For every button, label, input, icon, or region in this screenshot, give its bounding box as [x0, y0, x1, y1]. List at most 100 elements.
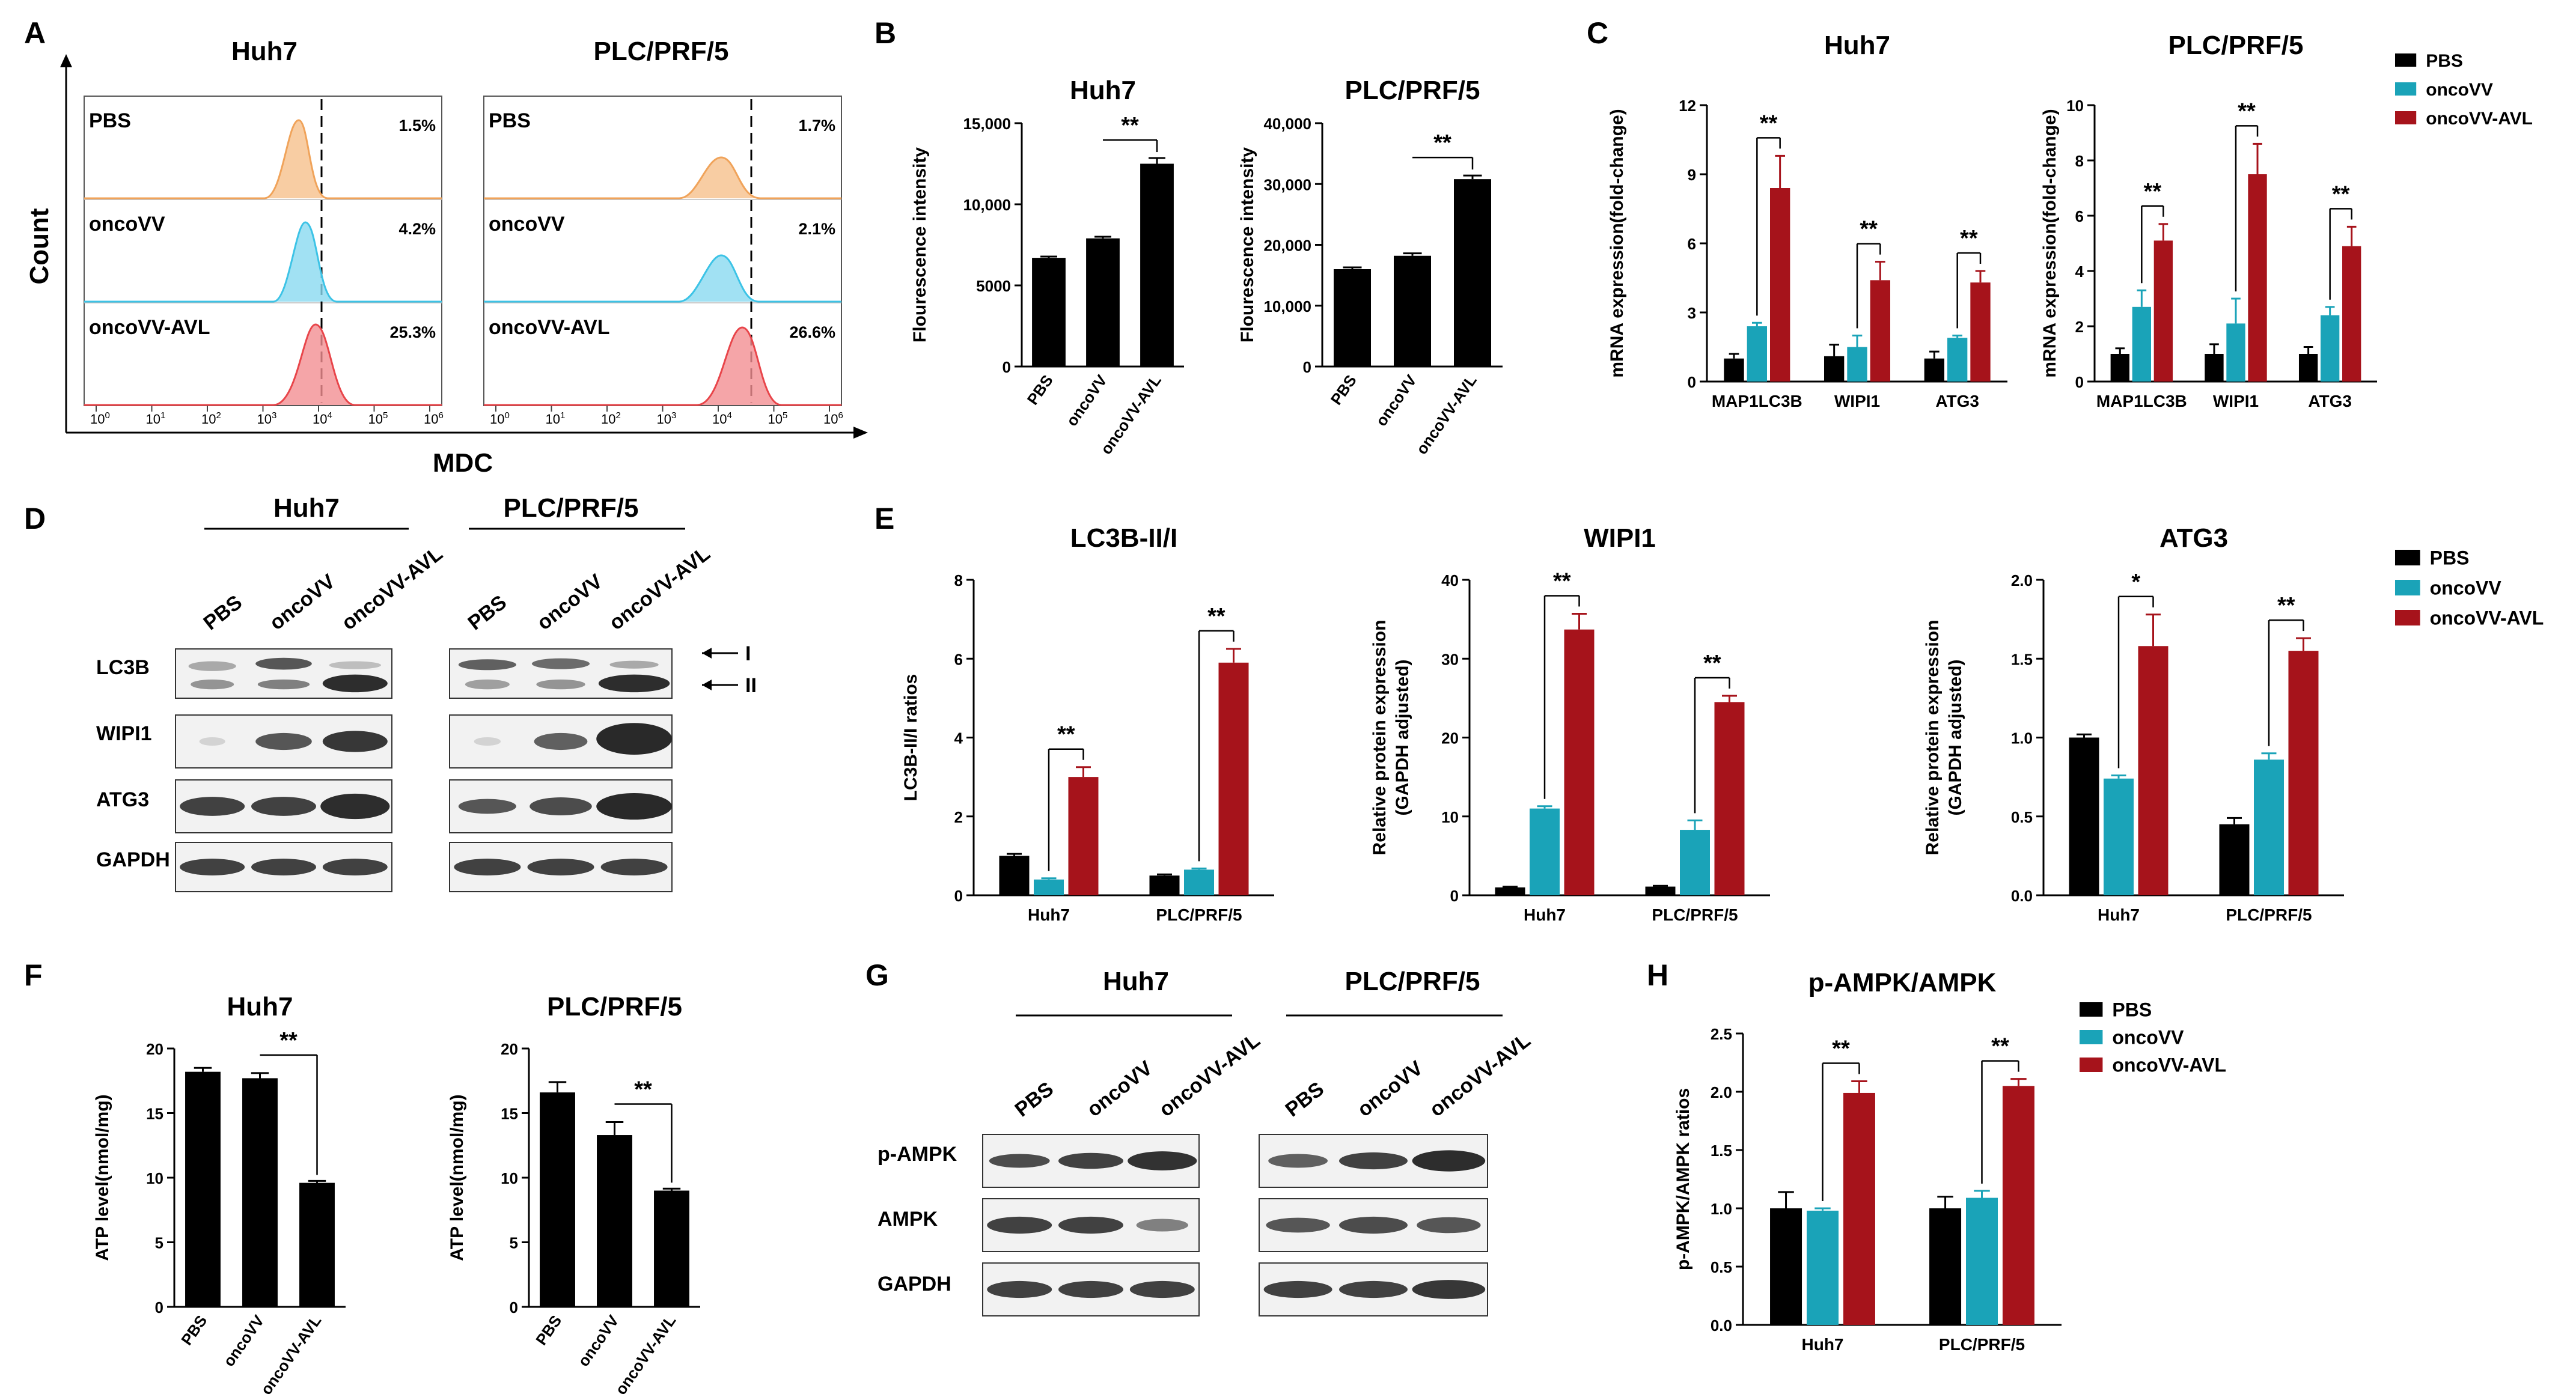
y-axis-label: Relative protein expression	[1370, 620, 1390, 856]
legend-label: oncoVV-AVL	[2426, 109, 2533, 129]
blot-band	[1412, 1150, 1486, 1172]
y-tick-label: 10	[2066, 97, 2084, 115]
y-tick-label: 0	[155, 1298, 163, 1316]
panel-a-row-label: oncoVV	[89, 213, 165, 236]
chart-c2: 0 2 4 6 8 10 PLC/PRF/5 mRNA expression(fold-cha…	[2040, 31, 2377, 410]
legend-panel-c: PBS oncoVV oncoVV-AVL	[2395, 51, 2533, 129]
y-tick-label: 20	[501, 1040, 518, 1058]
bar	[1530, 808, 1560, 895]
y-axis-label: LC3B-II/I ratios	[901, 674, 921, 802]
blot-band	[600, 859, 668, 875]
y-axis-label: (GAPDH adjusted)	[1393, 659, 1412, 815]
panel-a-row-label: PBS	[89, 109, 131, 132]
bar	[2138, 646, 2169, 895]
panel-a-y-arrow	[60, 54, 72, 67]
y-tick-label: 6	[954, 650, 963, 668]
y-tick-label: 0.0	[2011, 887, 2033, 905]
bar	[1149, 875, 1180, 895]
legend-label: PBS	[2426, 51, 2463, 71]
x-tick-label: ATG3	[1935, 392, 1979, 410]
blot-band	[322, 859, 388, 875]
y-tick-label: 15	[146, 1105, 163, 1123]
blot-band	[322, 674, 388, 693]
bar	[2226, 323, 2245, 382]
y-tick-label: 9	[1688, 166, 1696, 184]
bar	[1770, 188, 1790, 382]
x-tick-label: PBS	[177, 1312, 210, 1348]
x-tick-label: oncoVV	[574, 1312, 622, 1370]
bar	[2342, 246, 2361, 382]
blot-band	[1417, 1217, 1481, 1234]
chart-title: Huh7	[1824, 31, 1890, 60]
y-tick-label: 0	[1688, 373, 1696, 391]
x-tick-label: oncoVV	[219, 1312, 267, 1370]
log-tick-label: 103	[657, 410, 677, 427]
bar	[1564, 629, 1595, 895]
panel-label-b: B	[874, 16, 896, 50]
bar	[1947, 338, 1968, 382]
blot-band	[1058, 1152, 1123, 1169]
significance-label: *	[2131, 570, 2140, 595]
significance-label: **	[1960, 226, 1978, 251]
y-tick-label: 4	[954, 729, 963, 747]
log-tick-label: 106	[424, 410, 444, 427]
y-axis-label: ATP level(nmol/mg)	[93, 1094, 112, 1261]
y-tick-label: 10,000	[1263, 297, 1311, 315]
y-tick-label: 10	[1441, 808, 1459, 826]
panel-a-percent: 25.3%	[389, 323, 436, 341]
y-axis-label: Relative protein expression	[1923, 620, 1943, 856]
panel-label-c: C	[1587, 16, 1608, 50]
x-tick-label: PLC/PRF/5	[1652, 905, 1738, 924]
panel-label-a: A	[24, 16, 46, 50]
y-tick-label: 1.0	[2011, 729, 2033, 747]
legend-swatch	[2395, 550, 2420, 565]
histogram-plc-avl	[484, 326, 841, 406]
panel-a-percent: 2.1%	[798, 220, 835, 238]
y-tick-label: 6	[2075, 207, 2084, 225]
blot-band	[596, 793, 672, 820]
legend-label: oncoVV	[2426, 80, 2493, 100]
y-tick-label: 0.5	[2011, 808, 2033, 826]
legend-label: oncoVV-AVL	[2430, 607, 2544, 629]
log-tick-label: 101	[546, 410, 566, 427]
panel-d-title-huh7: Huh7	[273, 493, 340, 523]
blot-band	[251, 859, 316, 875]
y-tick-label: 2	[954, 808, 963, 826]
panel-a-row-label: oncoVV	[489, 213, 565, 236]
panel-label-h: H	[1647, 958, 1668, 992]
blot-band	[199, 737, 225, 746]
blot-band	[987, 1280, 1052, 1298]
y-tick-label: 2	[2075, 318, 2084, 336]
bar	[1454, 179, 1491, 367]
bar	[1645, 886, 1676, 895]
blot-band	[1412, 1280, 1486, 1299]
legend-label: oncoVV	[2112, 1027, 2184, 1048]
panel-a-row-label: oncoVV-AVL	[89, 316, 210, 339]
y-tick-label: 12	[1679, 97, 1696, 115]
legend-swatch	[2080, 1030, 2103, 1044]
x-tick-label: MAP1LC3B	[2096, 392, 2187, 410]
bar	[2321, 315, 2340, 382]
bar	[1929, 1208, 1962, 1325]
x-tick-label: PLC/PRF/5	[1156, 905, 1242, 924]
y-tick-label: 0	[1003, 358, 1011, 376]
chart-b2: 0 10,000 20,000 30,000 40,000 PLC/PRF/5 Floure…	[1238, 76, 1503, 458]
panel-label-g: G	[865, 958, 889, 992]
bar	[242, 1078, 278, 1307]
blot-band	[530, 797, 592, 815]
blot-band	[1128, 1151, 1197, 1170]
x-tick-label: oncoVV	[1063, 371, 1111, 430]
bar	[1824, 356, 1845, 382]
chart-title: LC3B-II/I	[1070, 523, 1177, 553]
y-axis-label: mRNA expression(fold-change)	[2040, 109, 2060, 377]
log-tick-label: 106	[823, 410, 843, 427]
chart-title: p-AMPK/AMPK	[1808, 968, 1997, 997]
significance-label: **	[1057, 722, 1075, 747]
blot-band	[257, 679, 310, 690]
y-tick-label: 20	[1441, 729, 1459, 747]
chart-b1: 0 5000 10,000 15,000 Huh7 Flourescence intens…	[910, 76, 1184, 458]
blot-band	[255, 732, 312, 750]
histogram-plc-pbs	[484, 156, 841, 199]
blot-lane-label: oncoVV	[266, 570, 340, 635]
